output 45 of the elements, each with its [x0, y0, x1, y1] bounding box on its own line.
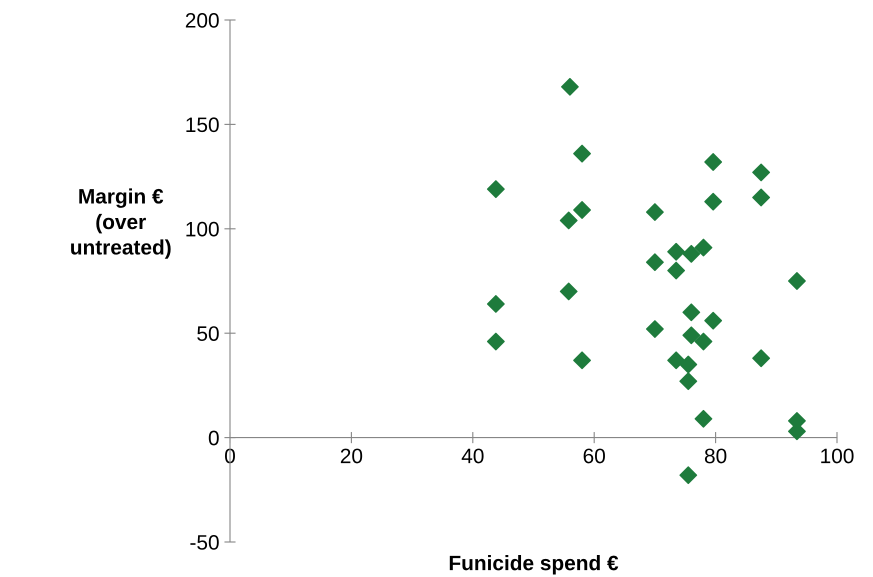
- point: [682, 303, 700, 322]
- point: [560, 212, 578, 230]
- x-tick-label: 80: [704, 448, 726, 464]
- x-tick-label: 40: [462, 448, 484, 464]
- point: [752, 164, 770, 182]
- x-tick-label: 60: [584, 448, 605, 464]
- point: [679, 356, 698, 374]
- point: [486, 295, 505, 313]
- point: [704, 312, 722, 330]
- x-tick-label: 0: [225, 448, 235, 464]
- point: [486, 332, 505, 350]
- point: [679, 466, 698, 484]
- point: [694, 410, 712, 428]
- point: [486, 180, 505, 198]
- point: [573, 201, 591, 219]
- point: [682, 244, 700, 263]
- point: [752, 188, 770, 206]
- y-tick-label: 200: [186, 13, 219, 28]
- point: [679, 372, 698, 390]
- point: [704, 192, 722, 211]
- point: [682, 326, 700, 344]
- y-tick-label: 0: [208, 430, 219, 446]
- x-tick-label: 100: [821, 448, 854, 464]
- y-tick-label: 100: [186, 222, 219, 237]
- point: [667, 242, 686, 261]
- point: [752, 349, 770, 368]
- point: [646, 253, 664, 272]
- y-tick-label: 50: [197, 326, 219, 341]
- point: [667, 351, 686, 370]
- x-tick-label: 20: [340, 448, 362, 464]
- point: [667, 262, 686, 280]
- x-axis-title: Funicide spend €: [450, 555, 618, 574]
- point: [646, 203, 664, 222]
- point: [573, 351, 591, 370]
- point: [704, 153, 722, 171]
- point: [646, 320, 664, 338]
- point: [561, 78, 579, 96]
- point: [560, 282, 578, 300]
- point: [788, 272, 806, 290]
- y-axis-title: Margin € (over untreated): [71, 188, 171, 259]
- y-tick-label: -50: [190, 535, 219, 550]
- y-tick-label: 150: [186, 117, 219, 132]
- point: [694, 332, 712, 350]
- point: [694, 238, 712, 257]
- point: [573, 144, 591, 163]
